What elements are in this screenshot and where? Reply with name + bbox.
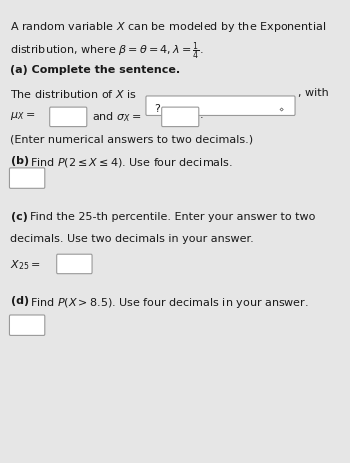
FancyBboxPatch shape: [162, 108, 199, 127]
Text: .: .: [199, 110, 203, 120]
Text: $\diamond$: $\diamond$: [278, 104, 285, 113]
FancyBboxPatch shape: [50, 108, 87, 127]
Text: Find the 25-th percentile. Enter your answer to two: Find the 25-th percentile. Enter your an…: [30, 212, 315, 222]
FancyBboxPatch shape: [9, 169, 45, 189]
FancyBboxPatch shape: [146, 97, 295, 116]
Text: distribution, where $\beta = \theta = 4, \lambda = \frac{1}{4}$.: distribution, where $\beta = \theta = 4,…: [10, 41, 204, 62]
Text: Find $P(X > 8.5)$. Use four decimals in your answer.: Find $P(X > 8.5)$. Use four decimals in …: [30, 295, 308, 309]
Text: ?: ?: [154, 104, 160, 114]
Text: Find $P(2 \leq X \leq 4)$. Use four decimals.: Find $P(2 \leq X \leq 4)$. Use four deci…: [30, 156, 233, 169]
Text: (a) Complete the sentence.: (a) Complete the sentence.: [10, 65, 181, 75]
Text: (d): (d): [10, 295, 29, 305]
Text: $\mu_X =$: $\mu_X =$: [10, 110, 36, 122]
Text: , with: , with: [298, 88, 328, 98]
Text: $X_{25} =$: $X_{25} =$: [10, 258, 41, 272]
Text: decimals. Use two decimals in your answer.: decimals. Use two decimals in your answe…: [10, 234, 254, 244]
Text: and $\sigma_X =$: and $\sigma_X =$: [92, 110, 141, 124]
FancyBboxPatch shape: [57, 255, 92, 274]
Text: (Enter numerical answers to two decimals.): (Enter numerical answers to two decimals…: [10, 134, 254, 144]
Text: The distribution of $\mathit{X}$ is: The distribution of $\mathit{X}$ is: [10, 88, 138, 100]
FancyBboxPatch shape: [9, 315, 45, 336]
Text: (c): (c): [10, 212, 27, 222]
Text: A random variable $\mathit{X}$ can be modeled by the Exponential: A random variable $\mathit{X}$ can be mo…: [10, 20, 327, 34]
Text: (b): (b): [10, 156, 29, 166]
